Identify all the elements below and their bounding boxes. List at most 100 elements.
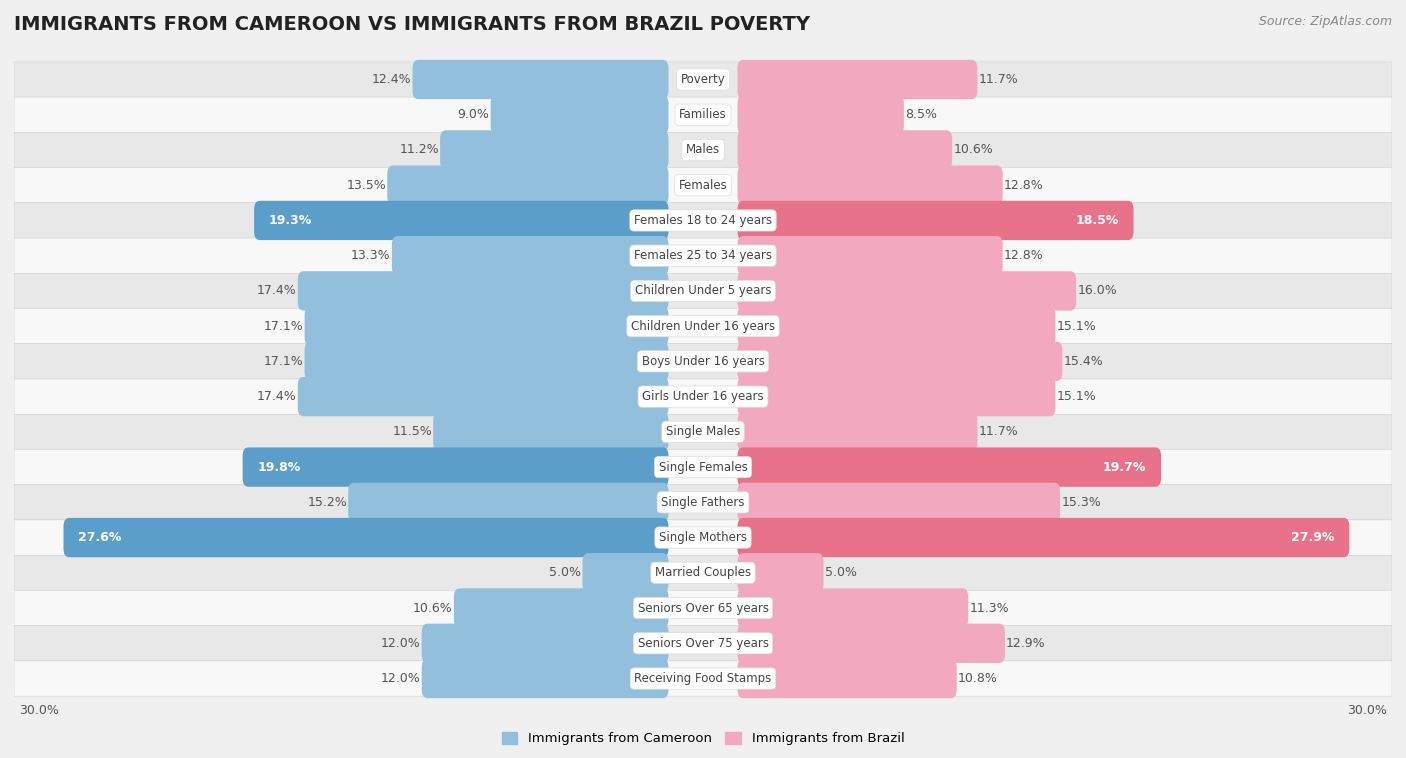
FancyBboxPatch shape (738, 412, 977, 452)
Text: 15.2%: 15.2% (308, 496, 347, 509)
FancyBboxPatch shape (738, 447, 1161, 487)
FancyBboxPatch shape (738, 588, 969, 628)
FancyBboxPatch shape (387, 165, 668, 205)
Text: 13.5%: 13.5% (346, 179, 387, 192)
Text: 13.3%: 13.3% (352, 249, 391, 262)
Text: 19.7%: 19.7% (1102, 461, 1146, 474)
FancyBboxPatch shape (14, 133, 1392, 168)
Text: Seniors Over 65 years: Seniors Over 65 years (637, 602, 769, 615)
Text: 8.5%: 8.5% (905, 108, 936, 121)
Text: Single Males: Single Males (666, 425, 740, 438)
Text: Married Couples: Married Couples (655, 566, 751, 579)
Text: 12.0%: 12.0% (381, 637, 420, 650)
Text: 17.1%: 17.1% (264, 355, 304, 368)
Text: Poverty: Poverty (681, 73, 725, 86)
FancyBboxPatch shape (412, 60, 668, 99)
FancyBboxPatch shape (63, 518, 668, 557)
Text: 15.4%: 15.4% (1063, 355, 1104, 368)
FancyBboxPatch shape (14, 238, 1392, 274)
FancyBboxPatch shape (14, 62, 1392, 97)
Text: Receiving Food Stamps: Receiving Food Stamps (634, 672, 772, 685)
Text: 17.4%: 17.4% (257, 284, 297, 297)
Text: 11.7%: 11.7% (979, 425, 1018, 438)
FancyBboxPatch shape (14, 555, 1392, 590)
FancyBboxPatch shape (738, 306, 1056, 346)
FancyBboxPatch shape (349, 483, 668, 522)
FancyBboxPatch shape (738, 236, 1002, 275)
FancyBboxPatch shape (738, 271, 1076, 311)
Text: 11.3%: 11.3% (969, 602, 1010, 615)
Text: 10.8%: 10.8% (957, 672, 998, 685)
Text: 12.0%: 12.0% (381, 672, 420, 685)
Text: Boys Under 16 years: Boys Under 16 years (641, 355, 765, 368)
Text: 15.1%: 15.1% (1057, 320, 1097, 333)
Text: 5.0%: 5.0% (825, 566, 856, 579)
FancyBboxPatch shape (14, 449, 1392, 484)
FancyBboxPatch shape (738, 518, 1350, 557)
Text: Single Mothers: Single Mothers (659, 531, 747, 544)
Text: Girls Under 16 years: Girls Under 16 years (643, 390, 763, 403)
Text: 11.5%: 11.5% (392, 425, 432, 438)
FancyBboxPatch shape (14, 97, 1392, 133)
Text: 5.0%: 5.0% (550, 566, 581, 579)
Text: 19.3%: 19.3% (269, 214, 312, 227)
Text: 30.0%: 30.0% (1347, 704, 1388, 717)
FancyBboxPatch shape (422, 624, 668, 663)
FancyBboxPatch shape (298, 377, 668, 416)
FancyBboxPatch shape (254, 201, 668, 240)
Text: Females: Females (679, 179, 727, 192)
Text: 11.2%: 11.2% (399, 143, 439, 156)
Text: Females 25 to 34 years: Females 25 to 34 years (634, 249, 772, 262)
Text: Single Females: Single Females (658, 461, 748, 474)
Text: 10.6%: 10.6% (413, 602, 453, 615)
FancyBboxPatch shape (738, 377, 1056, 416)
FancyBboxPatch shape (738, 165, 1002, 205)
FancyBboxPatch shape (392, 236, 668, 275)
FancyBboxPatch shape (454, 588, 668, 628)
FancyBboxPatch shape (305, 306, 668, 346)
FancyBboxPatch shape (14, 590, 1392, 625)
Text: Seniors Over 75 years: Seniors Over 75 years (637, 637, 769, 650)
Text: 30.0%: 30.0% (18, 704, 59, 717)
FancyBboxPatch shape (243, 447, 668, 487)
Text: 18.5%: 18.5% (1076, 214, 1119, 227)
FancyBboxPatch shape (738, 659, 956, 698)
FancyBboxPatch shape (738, 553, 824, 593)
FancyBboxPatch shape (491, 95, 668, 134)
Text: IMMIGRANTS FROM CAMEROON VS IMMIGRANTS FROM BRAZIL POVERTY: IMMIGRANTS FROM CAMEROON VS IMMIGRANTS F… (14, 15, 810, 34)
Text: Females 18 to 24 years: Females 18 to 24 years (634, 214, 772, 227)
Text: 17.4%: 17.4% (257, 390, 297, 403)
Text: Single Fathers: Single Fathers (661, 496, 745, 509)
Text: 10.6%: 10.6% (953, 143, 993, 156)
Text: 15.3%: 15.3% (1062, 496, 1101, 509)
FancyBboxPatch shape (738, 95, 904, 134)
FancyBboxPatch shape (305, 342, 668, 381)
FancyBboxPatch shape (298, 271, 668, 311)
FancyBboxPatch shape (738, 342, 1063, 381)
FancyBboxPatch shape (14, 625, 1392, 661)
FancyBboxPatch shape (14, 379, 1392, 414)
Text: 12.9%: 12.9% (1007, 637, 1046, 650)
Legend: Immigrants from Cameroon, Immigrants from Brazil: Immigrants from Cameroon, Immigrants fro… (496, 726, 910, 750)
FancyBboxPatch shape (14, 344, 1392, 379)
FancyBboxPatch shape (738, 624, 1005, 663)
Text: Children Under 5 years: Children Under 5 years (634, 284, 772, 297)
FancyBboxPatch shape (738, 130, 952, 170)
Text: 9.0%: 9.0% (457, 108, 489, 121)
FancyBboxPatch shape (14, 203, 1392, 238)
Text: Children Under 16 years: Children Under 16 years (631, 320, 775, 333)
FancyBboxPatch shape (738, 60, 977, 99)
Text: 16.0%: 16.0% (1077, 284, 1118, 297)
FancyBboxPatch shape (440, 130, 668, 170)
FancyBboxPatch shape (14, 520, 1392, 555)
Text: 12.8%: 12.8% (1004, 249, 1043, 262)
FancyBboxPatch shape (14, 168, 1392, 203)
FancyBboxPatch shape (14, 661, 1392, 696)
FancyBboxPatch shape (738, 201, 1133, 240)
Text: 12.8%: 12.8% (1004, 179, 1043, 192)
Text: 15.1%: 15.1% (1057, 390, 1097, 403)
Text: 12.4%: 12.4% (371, 73, 412, 86)
Text: 27.6%: 27.6% (79, 531, 122, 544)
FancyBboxPatch shape (14, 309, 1392, 344)
FancyBboxPatch shape (433, 412, 668, 452)
